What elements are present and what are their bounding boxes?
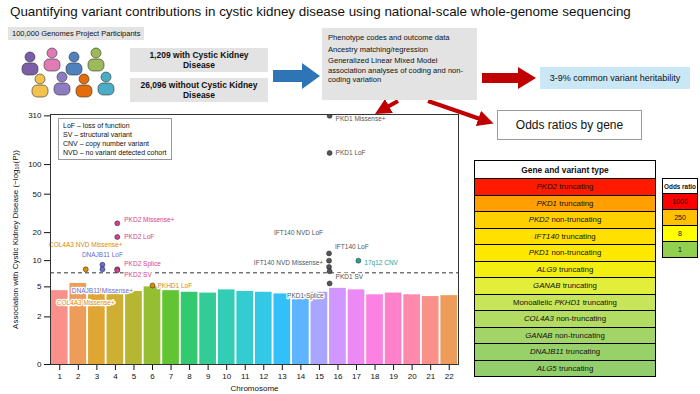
- html-text:SV – structural variant: SV – structural variant: [63, 131, 132, 138]
- svg-text:19: 19: [389, 372, 398, 381]
- svg-text:PKD2 Splice: PKD2 Splice: [124, 260, 161, 268]
- svg-text:14: 14: [296, 372, 305, 381]
- svg-text:310: 310: [28, 111, 42, 120]
- html-text:NVD – no variant detected coho: NVD – no variant detected cohort: [63, 149, 167, 156]
- svg-text:17q12 CNV: 17q12 CNV: [364, 259, 398, 267]
- svg-text:3: 3: [95, 372, 100, 381]
- svg-text:DNAJB11 Missense+: DNAJB11 Missense+: [72, 287, 133, 294]
- svg-text:1: 1: [58, 372, 63, 381]
- html-text:COL4A3 non-truncating: COL4A3 non-truncating: [524, 314, 606, 324]
- html-text:CNV – copy number variant: CNV – copy number variant: [63, 140, 149, 147]
- svg-text:8: 8: [187, 372, 192, 381]
- svg-text:13: 13: [278, 372, 287, 381]
- html-text:GANAB non-truncating: GANAB non-truncating: [525, 330, 605, 340]
- html-text:Generalized Linear Mixed Model: Generalized Linear Mixed Model associati…: [328, 56, 464, 84]
- html-text:3-9% common variant heritabili: 3-9% common variant heritability: [549, 73, 681, 83]
- html-text:DNAJB11 truncating: DNAJB11 truncating: [529, 347, 601, 357]
- svg-text:DNAJB11 LoF: DNAJB11 LoF: [82, 251, 123, 258]
- svg-text:10: 10: [222, 372, 231, 381]
- html-text:1000: 1000: [672, 198, 688, 205]
- html-text:Phenotype codes and outcome da: Phenotype codes and outcome data: [328, 33, 450, 42]
- svg-text:PKD1 Splice: PKD1 Splice: [287, 291, 324, 299]
- svg-text:2: 2: [76, 372, 81, 381]
- html-text:250: 250: [674, 214, 686, 221]
- svg-text:PKD2 SV: PKD2 SV: [124, 271, 152, 278]
- svg-text:5: 5: [132, 372, 137, 381]
- svg-text:18: 18: [371, 372, 380, 381]
- html-text:8: 8: [678, 230, 682, 237]
- svg-text:20: 20: [408, 372, 417, 381]
- svg-text:PKD2 LoF: PKD2 LoF: [124, 233, 154, 240]
- html-text:GANAB truncating: GANAB truncating: [533, 281, 597, 291]
- svg-text:PKD1 LoF: PKD1 LoF: [336, 149, 366, 156]
- svg-text:21: 21: [426, 372, 435, 381]
- svg-text:10: 10: [33, 256, 42, 265]
- svg-text:6: 6: [150, 372, 155, 381]
- svg-text:4: 4: [113, 372, 118, 381]
- svg-text:12: 12: [259, 372, 268, 381]
- svg-text:7: 7: [169, 372, 174, 381]
- html-text:Gene and variant type: Gene and variant type: [521, 164, 609, 175]
- html-text:100,000 Genomes Project Partic: 100,000 Genomes Project Participants: [12, 29, 141, 38]
- svg-text:IFT140 LoF: IFT140 LoF: [335, 243, 369, 250]
- html-text:PKD2 non-truncating: PKD2 non-truncating: [528, 215, 602, 225]
- svg-text:IFT140 NVD Missense+: IFT140 NVD Missense+: [254, 259, 323, 266]
- html-text:ALG9 truncating: ALG9 truncating: [536, 264, 594, 274]
- html-text:Ancestry matching/regression: Ancestry matching/regression: [328, 44, 428, 54]
- svg-text:Association with Cystic Kidney: Association with Cystic Kidney Disease (…: [11, 150, 20, 329]
- svg-text:17: 17: [352, 372, 361, 381]
- svg-text:15: 15: [315, 372, 324, 381]
- html-text:PKD1 truncating: PKD1 truncating: [536, 198, 594, 208]
- html-text:Monoallelic PKHD1 truncating: Monoallelic PKHD1 truncating: [513, 297, 617, 307]
- svg-text:100: 100: [28, 160, 42, 169]
- html-text:LoF – loss of function: LoF – loss of function: [63, 122, 130, 129]
- svg-text:PKD1 SV: PKD1 SV: [336, 273, 364, 280]
- svg-text:PKD2 Missense+: PKD2 Missense+: [124, 216, 174, 223]
- svg-text:20: 20: [33, 228, 42, 237]
- html-text:Quantifying variant contributi: Quantifying variant contributions in cys…: [10, 4, 631, 19]
- svg-text:11: 11: [241, 372, 250, 381]
- html-text:1,209 with Cystic Kidney Disea: 1,209 with Cystic Kidney Disease: [149, 50, 249, 70]
- html-text:26,096 without Cystic Kidney D: 26,096 without Cystic Kidney Disease: [140, 80, 258, 100]
- svg-text:9: 9: [206, 372, 211, 381]
- svg-text:16: 16: [334, 372, 343, 381]
- svg-text:22: 22: [445, 372, 454, 381]
- svg-text:PKD1 Missense+: PKD1 Missense+: [336, 115, 386, 122]
- html-text:ALG5 truncating: ALG5 truncating: [536, 363, 594, 373]
- html-text:Odds ratio: Odds ratio: [664, 182, 696, 190]
- html-text:1: 1: [678, 246, 682, 253]
- svg-text:COL4A3 NVD Missense+: COL4A3 NVD Missense+: [49, 241, 123, 248]
- html-text:Odds ratios by gene: Odds ratios by gene: [515, 118, 624, 132]
- svg-text:PKHD1 LoF: PKHD1 LoF: [158, 282, 193, 289]
- html-text:PKD1 non-truncating: PKD1 non-truncating: [528, 248, 602, 258]
- svg-text:2: 2: [37, 312, 42, 321]
- svg-text:COL4A3 Missense+: COL4A3 Missense+: [57, 299, 115, 306]
- svg-text:IFT140 NVD LoF: IFT140 NVD LoF: [274, 229, 323, 236]
- html-text:IFT140 truncating: IFT140 truncating: [534, 231, 596, 241]
- svg-text:Chromosome: Chromosome: [230, 384, 279, 393]
- html-text:PKD2 truncating: PKD2 truncating: [536, 182, 594, 192]
- svg-text:5: 5: [37, 282, 42, 291]
- svg-text:0: 0: [37, 360, 42, 369]
- svg-text:50: 50: [33, 190, 42, 199]
